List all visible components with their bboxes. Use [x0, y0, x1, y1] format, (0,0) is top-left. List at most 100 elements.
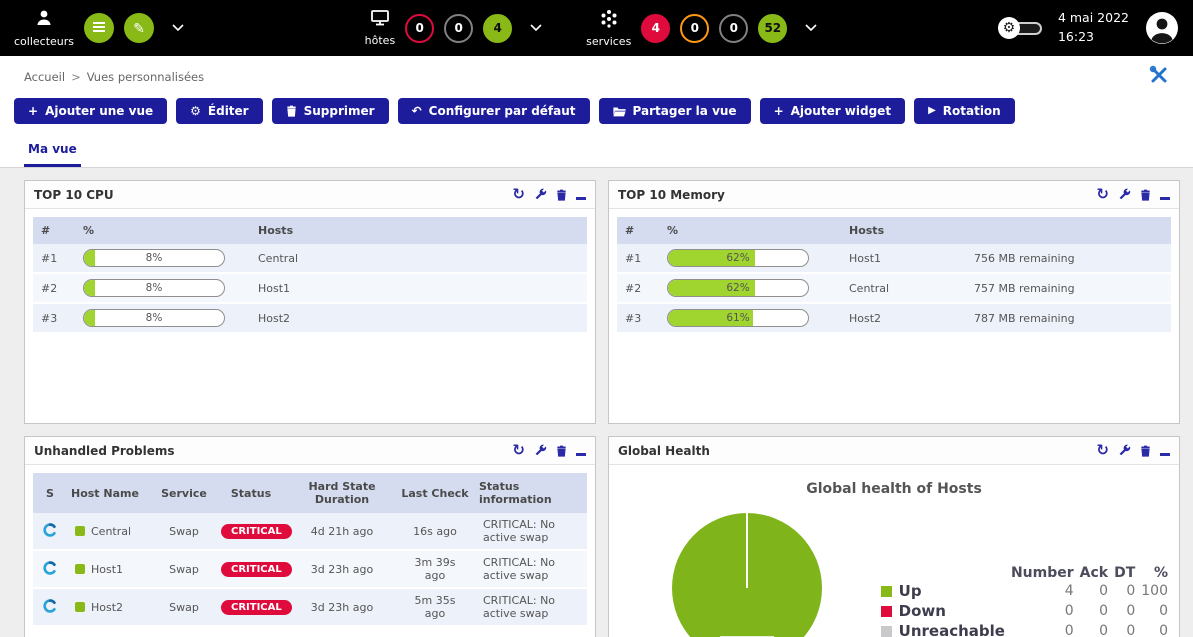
remaining-cell: 757 MB remaining — [966, 273, 1171, 303]
minimize-icon[interactable] — [576, 189, 586, 200]
refresh-icon[interactable]: ↻ — [512, 443, 525, 458]
services-ok-badge[interactable]: 52 — [758, 14, 787, 43]
legend-col-header: Number — [1008, 565, 1077, 581]
host-link[interactable]: Host1 — [91, 563, 123, 576]
add-view-button[interactable]: + Ajouter une vue — [14, 98, 167, 124]
poller-config-button[interactable]: ✎ — [124, 13, 154, 43]
status-badge: CRITICAL — [221, 600, 292, 615]
minimize-icon[interactable] — [576, 445, 586, 456]
pencil-icon: ✎ — [133, 20, 145, 37]
table-row: #3 8% Host2 — [33, 303, 587, 333]
services-warning-badge[interactable]: 0 — [680, 14, 709, 43]
duration-cell: 3d 23h ago — [289, 550, 395, 588]
legend-col-header: DT — [1111, 565, 1138, 581]
trash-icon — [286, 105, 297, 117]
col-header: Last Check — [395, 473, 475, 513]
add-widget-button[interactable]: + Ajouter widget — [760, 98, 905, 124]
status-info-cell: CRITICAL: No active swap — [475, 513, 587, 550]
table-row: #2 8% Host1 — [33, 273, 587, 303]
minimize-icon[interactable] — [1160, 445, 1170, 456]
centreon-logo-icon — [43, 527, 57, 540]
col-header: % — [659, 217, 841, 244]
table-row: #1 8% Central — [33, 244, 587, 273]
duration-cell: 4d 21h ago — [289, 513, 395, 550]
play-icon: ▶ — [928, 106, 936, 116]
table-row: #3 61% Host2 787 MB remaining — [617, 303, 1171, 333]
trash-icon[interactable] — [1140, 445, 1151, 457]
edit-view-button[interactable]: ⚙ Éditer — [176, 98, 262, 124]
user-avatar[interactable] — [1145, 11, 1179, 45]
hosts-menu[interactable]: hôtes — [365, 9, 396, 47]
rank-cell: #2 — [617, 273, 659, 303]
widget-title: Unhandled Problems — [34, 444, 175, 458]
pollers-menu[interactable]: collecteurs — [14, 8, 74, 48]
service-link[interactable]: Swap — [155, 550, 213, 588]
dashboard-grid: TOP 10 CPU ↻ # % Hosts — [0, 168, 1193, 637]
wrench-icon[interactable] — [534, 444, 547, 457]
topbar-right: ⚙ 4 mai 2022 16:23 — [998, 9, 1179, 47]
display-settings-toggle[interactable]: ⚙ — [998, 17, 1042, 39]
host-link[interactable]: Host2 — [91, 601, 123, 614]
chart-title: Global health of Hosts — [617, 473, 1171, 499]
tools-icon[interactable] — [1149, 65, 1169, 89]
hosts-up-badge[interactable]: 4 — [483, 14, 512, 43]
widget-unhandled-problems: Unhandled Problems ↻ S Host Name Service… — [24, 436, 596, 637]
minimize-icon[interactable] — [1160, 189, 1170, 200]
hosts-unreachable-badge[interactable]: 0 — [444, 14, 473, 43]
rank-cell: #2 — [33, 273, 75, 303]
hosts-down-badge[interactable]: 0 — [405, 14, 434, 43]
services-icon — [599, 8, 619, 32]
pie-legend: Number Ack DT % Up 4 0 0 — [878, 499, 1171, 637]
breadcrumb-home-link[interactable]: Accueil — [24, 70, 65, 84]
widget-global-health: Global Health ↻ Global health of Hosts 1… — [608, 436, 1180, 637]
services-chevron-down-icon[interactable] — [805, 24, 817, 32]
status-info-cell: CRITICAL: No active swap — [475, 550, 587, 588]
cpu-usage-bar: 8% — [83, 309, 225, 327]
trash-icon[interactable] — [556, 445, 567, 457]
wrench-icon[interactable] — [534, 188, 547, 201]
services-unknown-badge[interactable]: 0 — [719, 14, 748, 43]
hosts-chevron-down-icon[interactable] — [530, 24, 542, 32]
host-link[interactable]: Central — [91, 525, 131, 538]
hosts-group: hôtes 0 0 4 — [365, 9, 543, 47]
rotation-label: Rotation — [943, 104, 1001, 118]
trash-icon[interactable] — [1140, 189, 1151, 201]
delete-view-button[interactable]: Supprimer — [272, 98, 389, 124]
last-check-cell: 5m 35s ago — [395, 588, 475, 626]
col-header: Hosts — [250, 217, 587, 244]
memory-usage-bar: 62% — [667, 249, 809, 267]
list-icon — [92, 20, 106, 36]
service-link[interactable]: Swap — [155, 513, 213, 550]
service-link[interactable]: Swap — [155, 588, 213, 626]
widget-top-memory: TOP 10 Memory ↻ # % Hosts — [608, 180, 1180, 424]
col-header: # — [617, 217, 659, 244]
hosts-icon — [370, 9, 390, 31]
centreon-logo-icon — [43, 565, 57, 578]
configure-default-button[interactable]: ↶ Configurer par défaut — [398, 98, 590, 124]
wrench-icon[interactable] — [1118, 444, 1131, 457]
wrench-icon[interactable] — [1118, 188, 1131, 201]
rotation-button[interactable]: ▶ Rotation — [914, 98, 1015, 124]
hosts-label: hôtes — [365, 34, 396, 47]
share-view-button[interactable]: Partager la vue — [599, 98, 751, 124]
last-check-cell: 16s ago — [395, 513, 475, 550]
undo-arrow-icon: ↶ — [412, 105, 422, 117]
add-widget-label: Ajouter widget — [791, 104, 891, 118]
services-critical-badge[interactable]: 4 — [641, 14, 670, 43]
refresh-icon[interactable]: ↻ — [1096, 187, 1109, 202]
refresh-icon[interactable]: ↻ — [1096, 443, 1109, 458]
pollers-chevron-down-icon[interactable] — [172, 24, 184, 32]
poller-list-button[interactable] — [84, 13, 114, 43]
top-memory-table: # % Hosts #1 62% Host1 756 MB remaining … — [617, 217, 1171, 334]
widget-top-cpu-body: # % Hosts #1 8% Central #2 8% Host1 — [25, 209, 595, 423]
trash-icon[interactable] — [556, 189, 567, 201]
configure-default-label: Configurer par défaut — [429, 104, 576, 118]
legend-col-header: Ack — [1077, 565, 1111, 581]
memory-usage-bar: 62% — [667, 279, 809, 297]
services-menu[interactable]: services — [586, 8, 631, 48]
tab-my-view[interactable]: Ma vue — [24, 138, 81, 167]
pollers-group: collecteurs ✎ — [14, 8, 184, 48]
refresh-icon[interactable]: ↻ — [512, 187, 525, 202]
poller-icon — [34, 8, 54, 32]
col-header: Status — [213, 473, 289, 513]
